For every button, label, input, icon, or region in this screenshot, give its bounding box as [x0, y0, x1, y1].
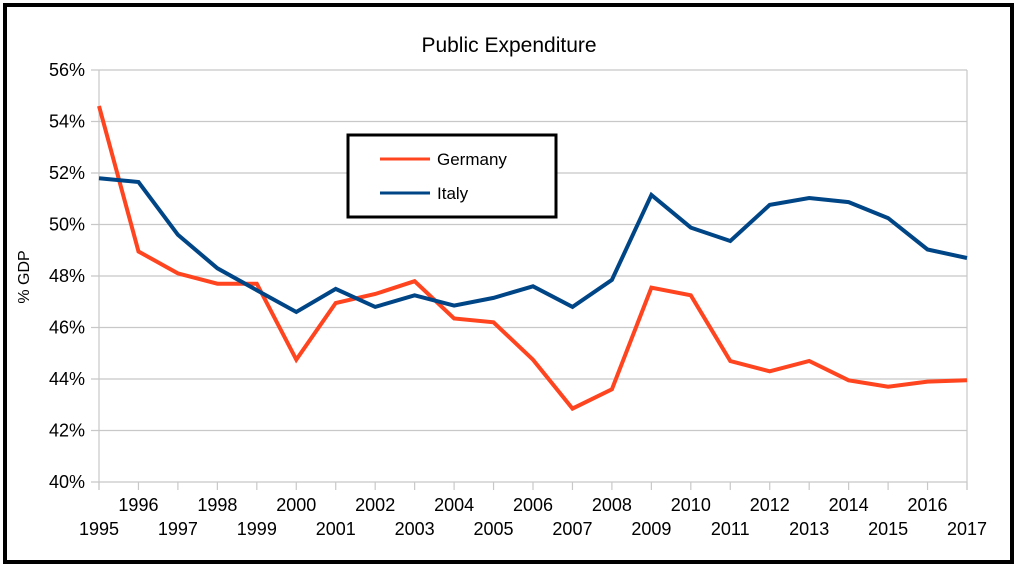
chart-frame [3, 3, 1014, 564]
x-tick-label: 2003 [395, 519, 435, 539]
x-tick-label: 2001 [316, 519, 356, 539]
x-tick-label: 2013 [789, 519, 829, 539]
series-line-italy [98, 176, 968, 315]
x-tick-label: 2008 [592, 495, 632, 515]
x-tick-label: 2007 [552, 519, 592, 539]
x-tick-label: 2006 [513, 495, 553, 515]
x-tick-label: 1998 [197, 495, 237, 515]
x-tick-label: 2009 [631, 519, 671, 539]
y-tick-label: 40% [49, 472, 85, 492]
legend-box [346, 133, 558, 219]
x-tick-label: 2000 [276, 495, 316, 515]
y-tick-label: 48% [49, 266, 85, 286]
x-tick-label: 1999 [237, 519, 277, 539]
y-axis-title: % GDP [16, 250, 33, 303]
y-tick-label: 56% [49, 60, 85, 80]
x-tick-label: 1996 [118, 495, 158, 515]
x-tick-label: 2010 [671, 495, 711, 515]
x-tick-label: 2015 [868, 519, 908, 539]
x-tick-label: 2011 [711, 519, 750, 539]
x-tick-label: 2004 [434, 495, 474, 515]
x-tick-label: 2017 [947, 519, 987, 539]
gridlines [91, 69, 968, 490]
y-tick-label: 52% [49, 163, 85, 183]
chart-title: Public Expenditure [421, 34, 596, 57]
x-tick-label: 2012 [750, 495, 790, 515]
legend-label-italy: Italy [437, 184, 469, 203]
y-tick-label: 42% [49, 421, 85, 441]
y-tick-label: 46% [49, 318, 85, 338]
series-lines [97, 105, 968, 412]
x-tick-label: 2005 [474, 519, 514, 539]
legend: Germany Italy [346, 133, 558, 219]
x-tick-label: 2002 [355, 495, 395, 515]
y-tick-label: 50% [49, 215, 85, 235]
x-tick-label: 1995 [79, 519, 119, 539]
y-tick-label: 54% [49, 112, 85, 132]
x-tick-label: 2016 [908, 495, 948, 515]
y-axis-ticks: 40% 42% 44% 46% 48% 50% 52% 54% 56% [49, 60, 85, 492]
x-tick-label: 1997 [158, 519, 198, 539]
x-tick-label: 2014 [829, 495, 869, 515]
legend-label-germany: Germany [437, 150, 507, 169]
y-tick-label: 44% [49, 369, 85, 389]
